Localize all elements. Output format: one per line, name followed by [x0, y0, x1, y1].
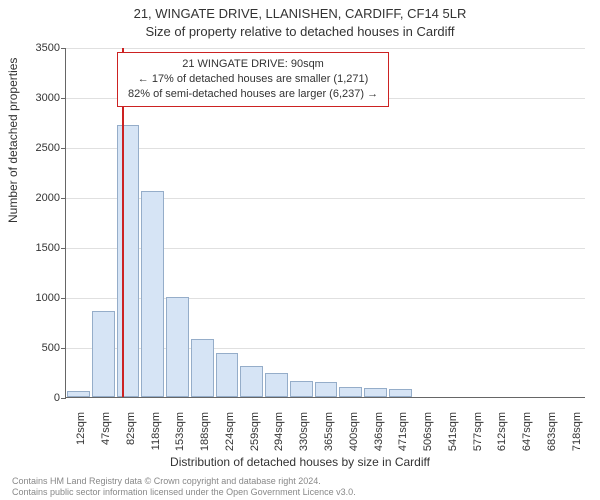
- chart-title-line1: 21, WINGATE DRIVE, LLANISHEN, CARDIFF, C…: [0, 6, 600, 21]
- y-tick-mark: [61, 198, 66, 199]
- y-tick-mark: [61, 98, 66, 99]
- y-tick-label: 1500: [5, 242, 60, 254]
- annotation-box: 21 WINGATE DRIVE: 90sqm ← 17% of detache…: [117, 52, 389, 107]
- y-tick-mark: [61, 148, 66, 149]
- y-tick-label: 0: [5, 392, 60, 404]
- y-tick-label: 3500: [5, 42, 60, 54]
- chart-container: 21, WINGATE DRIVE, LLANISHEN, CARDIFF, C…: [0, 0, 600, 500]
- histogram-bar: [339, 387, 362, 397]
- y-tick-mark: [61, 298, 66, 299]
- y-tick-label: 2000: [5, 192, 60, 204]
- y-tick-mark: [61, 248, 66, 249]
- histogram-bar: [315, 382, 338, 397]
- histogram-bar: [166, 297, 189, 397]
- y-tick-label: 500: [5, 342, 60, 354]
- histogram-bar: [117, 125, 140, 397]
- histogram-bar: [141, 191, 164, 397]
- gridline: [66, 148, 585, 149]
- annotation-line2: ← 17% of detached houses are smaller (1,…: [128, 72, 378, 87]
- y-tick-mark: [61, 348, 66, 349]
- x-axis-label: Distribution of detached houses by size …: [0, 455, 600, 469]
- histogram-bar: [364, 388, 387, 397]
- histogram-bar: [92, 311, 115, 397]
- y-tick-mark: [61, 398, 66, 399]
- chart-title-line2: Size of property relative to detached ho…: [0, 24, 600, 39]
- histogram-bar: [240, 366, 263, 397]
- y-tick-label: 3000: [5, 92, 60, 104]
- histogram-bar: [265, 373, 288, 397]
- y-tick-mark: [61, 48, 66, 49]
- footer-line2: Contains public sector information licen…: [12, 487, 356, 498]
- histogram-bar: [67, 391, 90, 397]
- gridline: [66, 48, 585, 49]
- y-tick-label: 2500: [5, 142, 60, 154]
- histogram-bar: [216, 353, 239, 397]
- histogram-bar: [389, 389, 412, 397]
- footer-attribution: Contains HM Land Registry data © Crown c…: [12, 476, 356, 499]
- annotation-line1: 21 WINGATE DRIVE: 90sqm: [128, 57, 378, 72]
- histogram-bar: [191, 339, 214, 397]
- histogram-bar: [290, 381, 313, 397]
- y-tick-label: 1000: [5, 292, 60, 304]
- footer-line1: Contains HM Land Registry data © Crown c…: [12, 476, 356, 487]
- annotation-line3: 82% of semi-detached houses are larger (…: [128, 87, 378, 102]
